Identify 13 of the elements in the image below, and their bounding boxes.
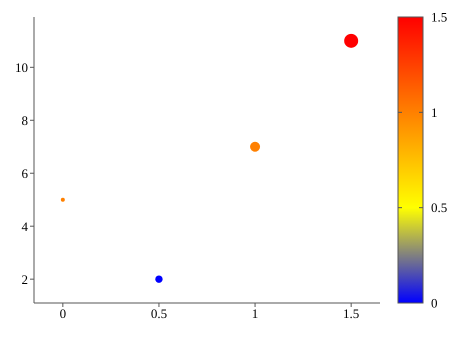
y-tick-label: 10 [15, 60, 28, 75]
y-tick-label: 6 [22, 166, 28, 181]
x-tick-label: 0 [60, 306, 66, 322]
x-tick-label: 1 [252, 306, 258, 322]
y-tick-label: 2 [22, 272, 28, 287]
y-tick-label: 4 [22, 218, 28, 234]
color-bar-label: 1 [431, 104, 438, 120]
x-tick-label: 1.5 [343, 306, 360, 322]
color-bar-label: 1.5 [431, 10, 448, 24]
color-bar-label: 0 [431, 296, 438, 310]
y-tick-label: 8 [22, 112, 28, 128]
x-tick-label: 0.5 [150, 306, 168, 322]
color-bar-label: 0.5 [431, 200, 448, 216]
